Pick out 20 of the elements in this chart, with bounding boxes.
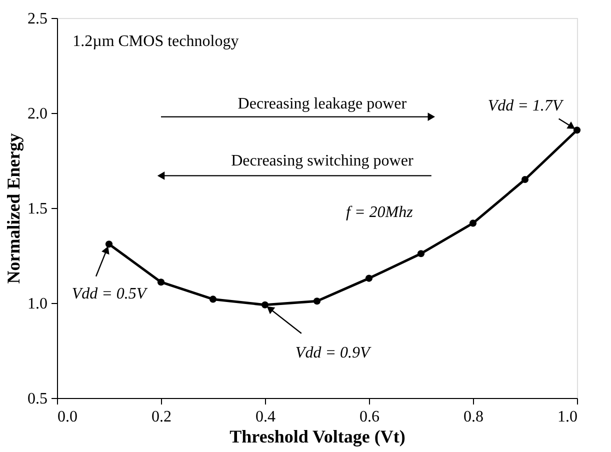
x-tick-label: 0.4 bbox=[256, 408, 276, 426]
y-tick-label: 1.0 bbox=[28, 296, 48, 312]
y-axis-title: Normalized Energy bbox=[4, 133, 24, 284]
annotation: Vdd = 1.7V bbox=[488, 97, 564, 114]
x-tick-label: 1.0 bbox=[558, 408, 578, 426]
y-tick-label: 1.5 bbox=[28, 200, 48, 218]
x-tick-label: 0.0 bbox=[58, 408, 78, 426]
annotation: Vdd = 0.5V bbox=[72, 286, 148, 302]
annotation: 1.2µm CMOS technology bbox=[72, 32, 239, 50]
x-tick-label: 0.2 bbox=[152, 408, 172, 426]
annotation: Vdd = 0.9V bbox=[295, 344, 372, 362]
annotation: Decreasing switching power bbox=[231, 152, 414, 170]
x-axis-title: Threshold Voltage (Vt) bbox=[230, 426, 406, 446]
y-tick-label: 2.0 bbox=[28, 106, 48, 122]
annotation: Decreasing leakage power bbox=[238, 96, 408, 112]
annotation: f = 20Mhz bbox=[346, 204, 414, 221]
y-tick-label: 0.5 bbox=[28, 390, 48, 408]
x-tick-label: 0.8 bbox=[464, 408, 484, 426]
y-tick-label: 2.5 bbox=[28, 10, 48, 28]
x-tick-label: 0.6 bbox=[360, 408, 380, 426]
